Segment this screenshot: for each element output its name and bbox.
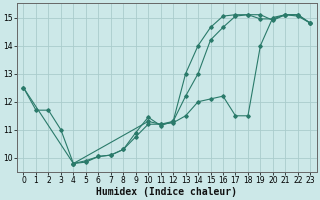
X-axis label: Humidex (Indice chaleur): Humidex (Indice chaleur): [96, 186, 237, 197]
